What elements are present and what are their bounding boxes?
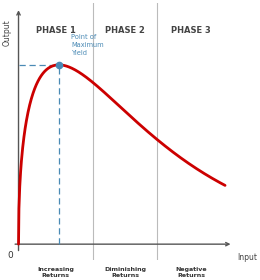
Text: PHASE 3: PHASE 3 (171, 26, 211, 35)
Text: Increasing
Returns: Increasing Returns (37, 267, 74, 278)
Text: Point of
Maximum
Yield: Point of Maximum Yield (72, 34, 104, 56)
Text: Diminishing
Returns: Diminishing Returns (104, 267, 146, 278)
Text: Negative
Returns: Negative Returns (175, 267, 207, 278)
Text: PHASE 2: PHASE 2 (105, 26, 145, 35)
Text: PHASE 1: PHASE 1 (36, 26, 76, 35)
Text: Output: Output (3, 19, 12, 46)
Text: Input: Input (237, 253, 257, 262)
Text: 0: 0 (7, 251, 13, 260)
